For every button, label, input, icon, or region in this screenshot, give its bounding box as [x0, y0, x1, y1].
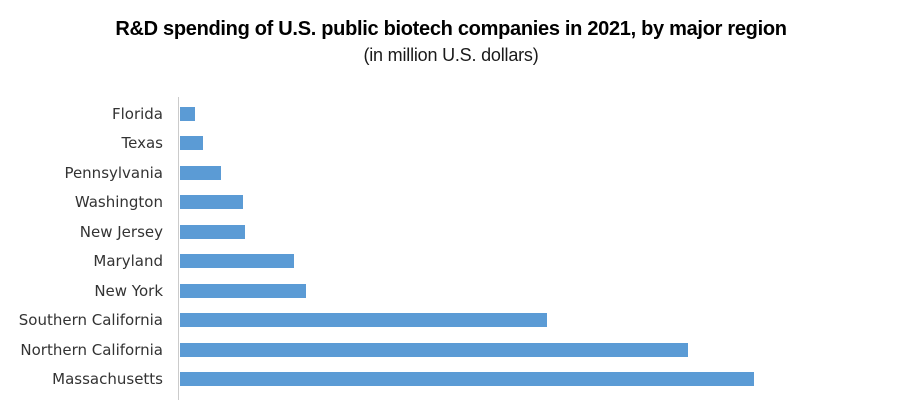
bar-track — [178, 372, 881, 387]
bar-track — [178, 106, 881, 121]
chart-subtitle: (in million U.S. dollars) — [363, 45, 539, 65]
bar-track — [178, 283, 881, 298]
chart-row: Northern California — [0, 335, 902, 365]
bar — [180, 372, 755, 387]
category-label: Florida — [111, 104, 163, 123]
chart-row: Maryland — [0, 247, 902, 277]
bar-track — [178, 195, 881, 210]
bar-track — [178, 254, 881, 269]
bar-track — [178, 165, 881, 180]
category-label: Northern California — [20, 340, 163, 359]
category-label: Texas — [121, 134, 163, 153]
chart-row: Florida — [0, 99, 902, 129]
category-axis-line — [178, 97, 179, 400]
bar-track — [178, 224, 881, 239]
bar-track — [178, 136, 881, 151]
bar — [180, 106, 196, 121]
bar — [180, 195, 244, 210]
chart-row: Southern California — [0, 306, 902, 336]
bar — [180, 224, 246, 239]
bar — [180, 283, 306, 298]
chart-row: Massachusetts — [0, 365, 902, 395]
bar — [180, 136, 203, 151]
chart-row: Texas — [0, 129, 902, 159]
plot-area: Florida Texas Pennsylvania Washington New Je… — [0, 99, 902, 394]
category-label: Massachusetts — [52, 370, 163, 389]
chart-title: R&D spending of U.S. public biotech comp… — [115, 18, 787, 40]
category-label: Washington — [74, 193, 163, 212]
chart-row: Pennsylvania — [0, 158, 902, 188]
category-label: Southern California — [18, 311, 163, 330]
bar-track — [178, 342, 881, 357]
category-label: Pennsylvania — [64, 163, 163, 182]
category-label: New York — [94, 281, 163, 300]
bar — [180, 254, 295, 269]
category-label: Maryland — [93, 252, 163, 271]
category-label: New Jersey — [79, 222, 163, 241]
bar — [180, 342, 688, 357]
bar — [180, 165, 221, 180]
bar — [180, 313, 548, 328]
bar-track — [178, 313, 881, 328]
chart-row: New Jersey — [0, 217, 902, 247]
chart-row: Washington — [0, 188, 902, 218]
chart-row: New York — [0, 276, 902, 306]
